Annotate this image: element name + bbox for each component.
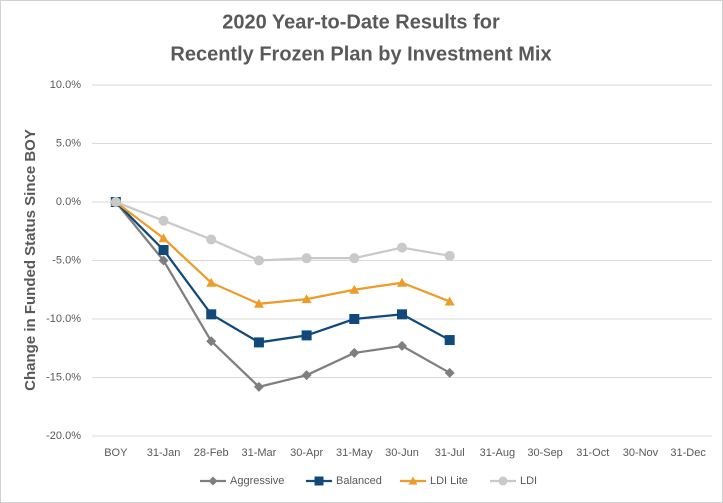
x-tick-label: BOY	[104, 447, 128, 459]
marker	[301, 294, 312, 304]
x-tick-label: 31-May	[336, 447, 373, 459]
series-line	[115, 201, 451, 344]
marker	[158, 255, 169, 266]
y-tick-label: -20.0%	[46, 430, 81, 442]
marker	[444, 367, 455, 378]
marker	[208, 476, 218, 486]
marker	[408, 476, 418, 485]
marker	[349, 314, 360, 324]
y-tick-label: -5.0%	[52, 254, 81, 266]
x-tick-label: 31-Mar	[242, 447, 277, 459]
series-line	[115, 201, 451, 305]
y-tick-label: 0.0%	[56, 196, 81, 208]
marker	[397, 277, 407, 287]
x-tick-label: 28-Feb	[194, 447, 229, 459]
marker	[206, 277, 217, 287]
x-tick-label: 30-Jun	[385, 447, 419, 459]
marker	[397, 340, 407, 351]
marker	[397, 242, 407, 253]
chart-title: 2020 Year-to-Date Results for	[222, 11, 500, 33]
marker	[301, 253, 312, 264]
x-tick-label: 31-Aug	[480, 447, 515, 459]
marker	[253, 381, 264, 392]
marker	[110, 197, 121, 207]
marker	[397, 309, 407, 320]
marker	[206, 336, 217, 347]
marker	[206, 234, 217, 245]
y-axis-label: Change in Funded Status Since BOY	[22, 129, 39, 391]
chart-title: Recently Frozen Plan by Investment Mix	[170, 43, 551, 65]
y-tick-label: -15.0%	[46, 371, 81, 383]
marker	[349, 284, 360, 294]
y-tick-label: 5.0%	[56, 137, 81, 149]
marker	[158, 233, 169, 243]
x-tick-label: 30-Nov	[623, 447, 659, 459]
marker	[206, 309, 217, 320]
x-tick-label: 31-Oct	[576, 447, 609, 459]
legend-label: LDI Lite	[430, 475, 468, 487]
marker	[253, 337, 264, 348]
marker	[158, 244, 169, 255]
legend-label: LDI	[520, 475, 537, 487]
marker	[444, 296, 455, 306]
marker	[301, 330, 312, 341]
x-tick-label: 31-Jul	[435, 447, 465, 459]
y-tick-label: -10.0%	[46, 313, 81, 325]
legend-label: Balanced	[336, 475, 382, 487]
series-line	[115, 200, 450, 262]
legend-label: Aggressive	[230, 475, 284, 487]
x-tick-label: 31-Jan	[147, 447, 181, 459]
x-tick-label: 30-Apr	[290, 447, 323, 459]
marker	[349, 347, 360, 358]
marker	[314, 476, 324, 486]
marker	[253, 298, 264, 308]
y-tick-label: 10.0%	[50, 79, 81, 91]
marker	[498, 476, 508, 486]
marker	[444, 250, 455, 261]
x-tick-label: 31-Dec	[670, 447, 706, 459]
series-line	[114, 201, 451, 389]
marker	[301, 370, 312, 381]
marker	[158, 215, 169, 226]
x-tick-label: 30-Sep	[527, 447, 562, 459]
marker	[349, 253, 360, 264]
marker	[253, 255, 264, 266]
marker	[444, 335, 455, 346]
